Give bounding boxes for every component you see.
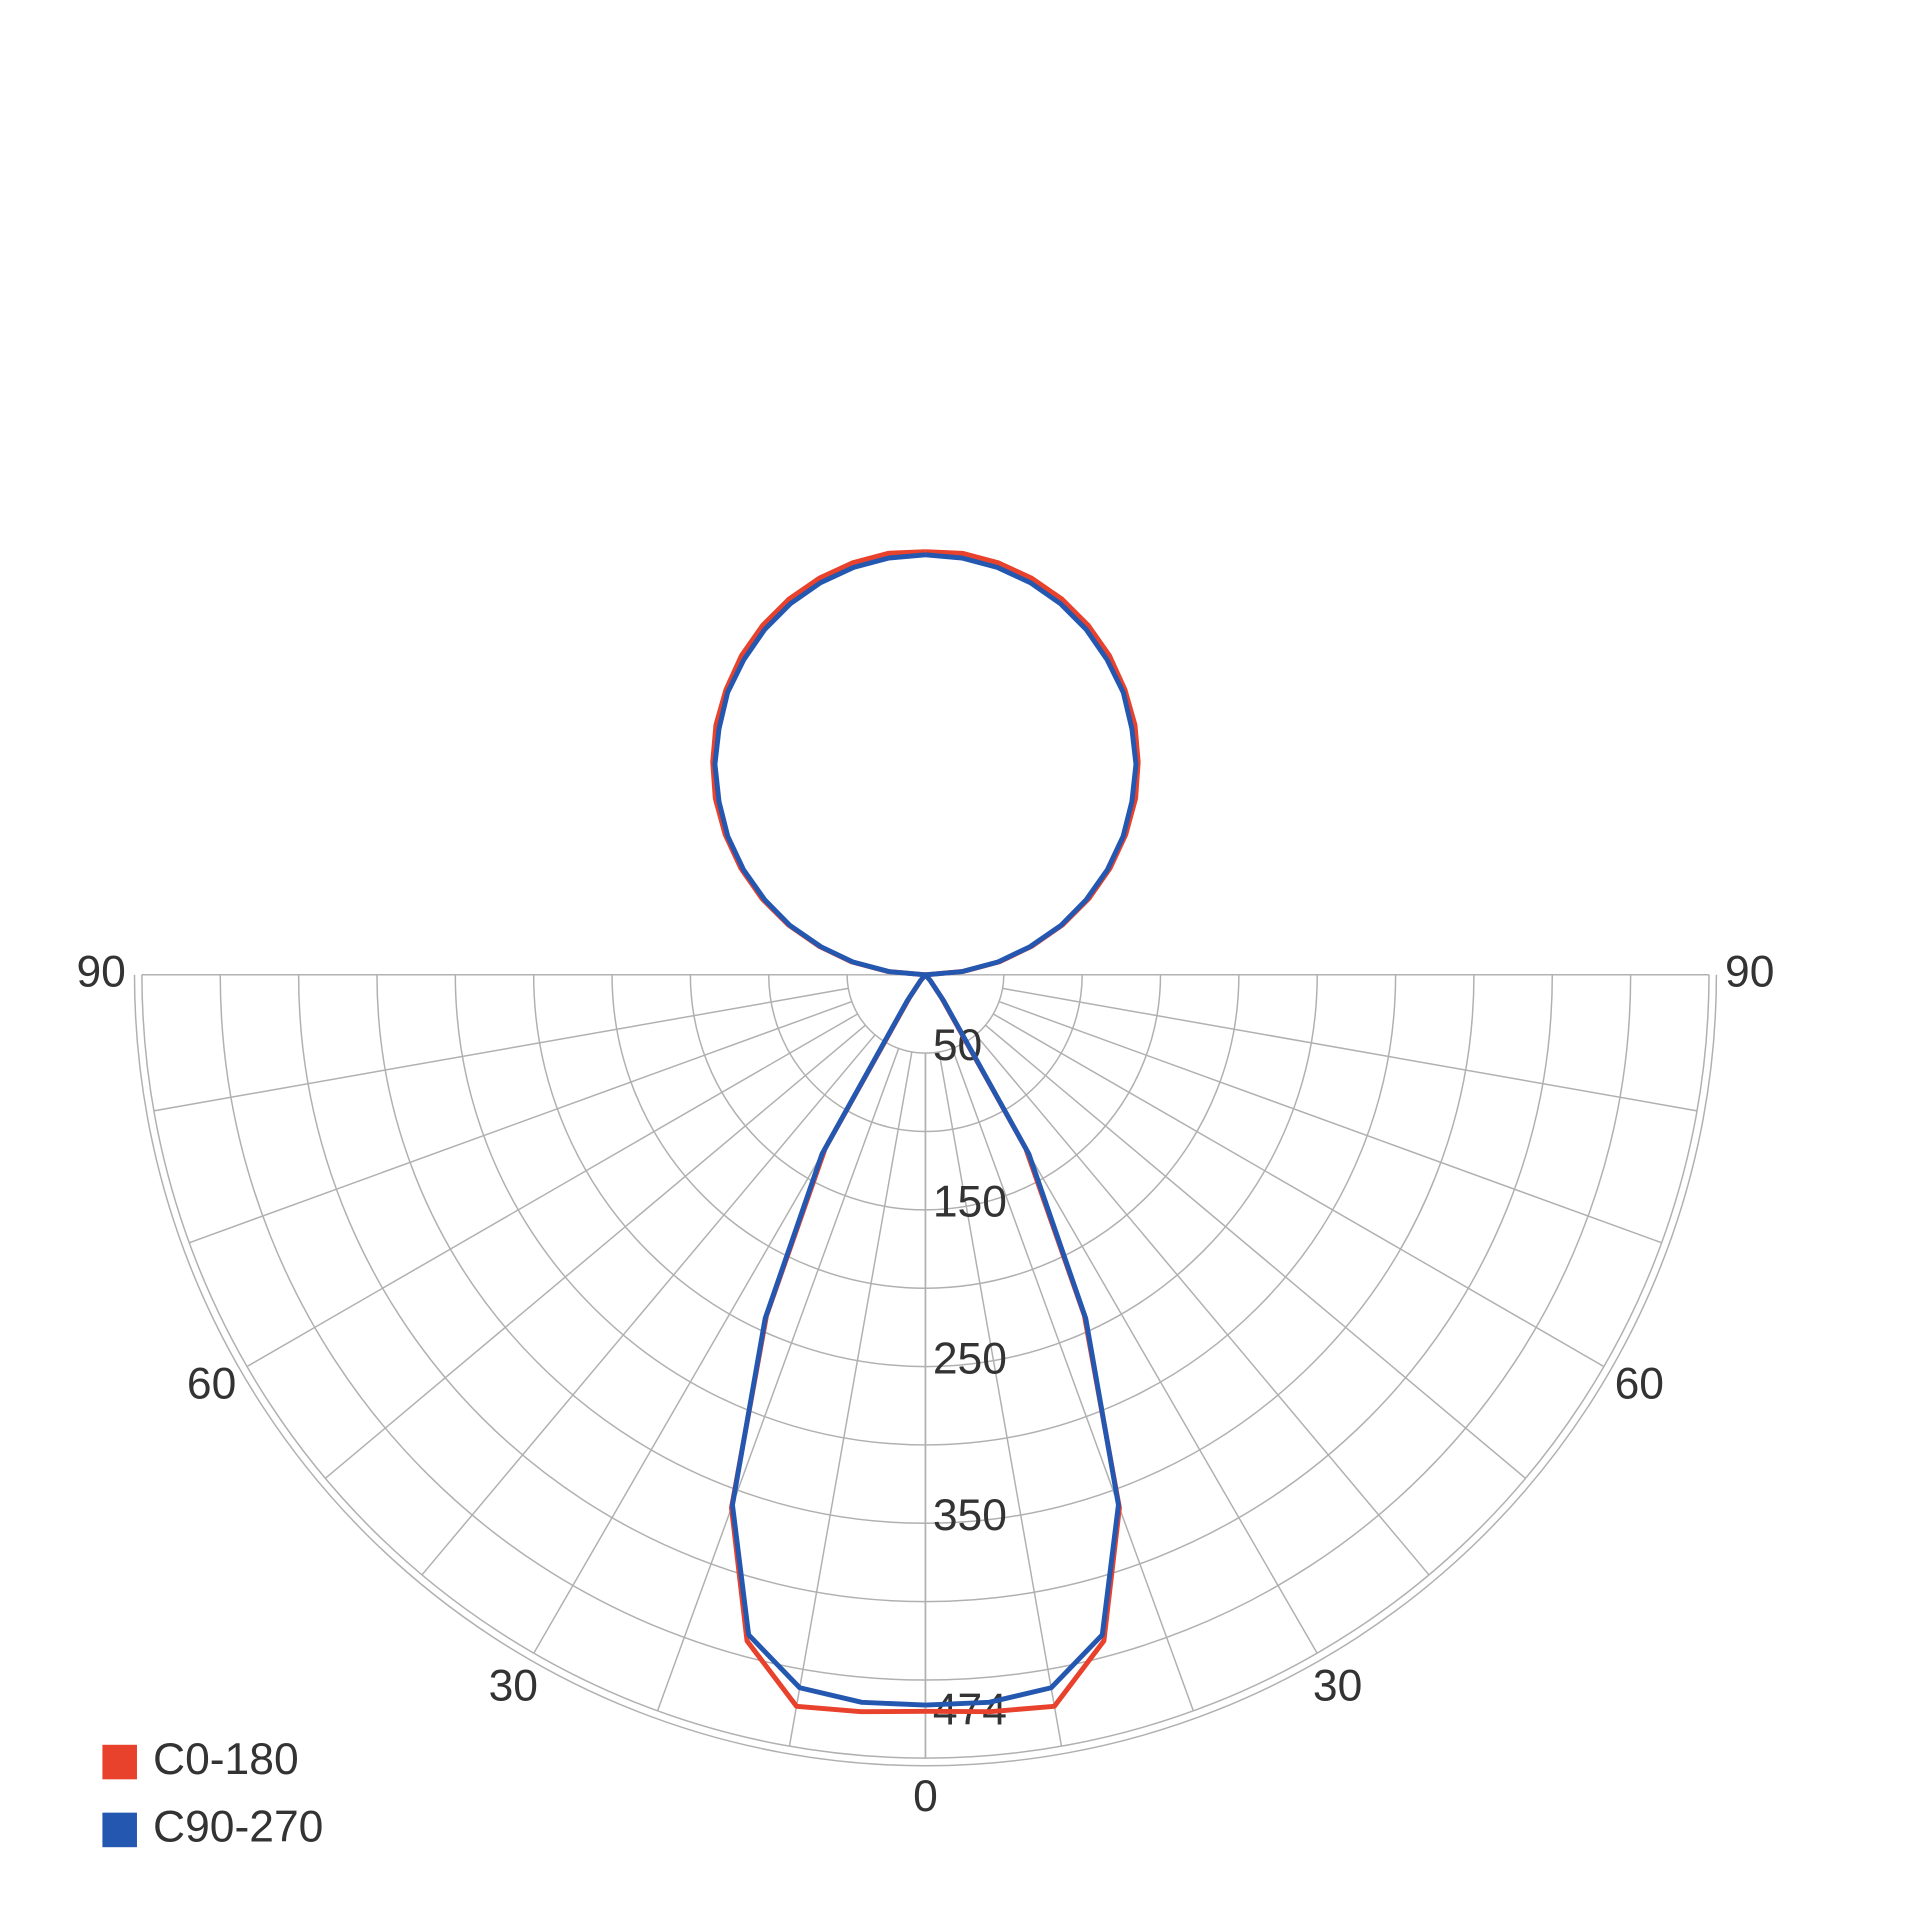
grid-spoke — [188, 1000, 853, 1244]
radial-tick-label: 150 — [933, 1178, 1007, 1227]
grid-spoke — [421, 1034, 876, 1576]
radial-tick-label: 350 — [933, 1491, 1007, 1540]
radial-tick-label: 250 — [933, 1334, 1007, 1383]
series-line — [712, 552, 928, 1708]
series-line — [922, 552, 1139, 1708]
grid-spoke — [951, 1048, 1195, 1712]
angle-tick-label: 60 — [187, 1360, 236, 1409]
grid-spoke — [1002, 987, 1698, 1112]
grid-spoke — [992, 1013, 1605, 1368]
grid-spoke — [975, 1034, 1430, 1576]
grid-spoke — [656, 1048, 900, 1712]
angle-tick-label: 90 — [1725, 948, 1774, 997]
angle-tick-label: 90 — [76, 948, 125, 997]
angle-tick-label: 30 — [1313, 1661, 1362, 1710]
angle-tick-label: 60 — [1615, 1360, 1664, 1409]
grid-spoke — [246, 1013, 858, 1368]
grid-spoke — [153, 987, 849, 1112]
grid-spoke — [998, 1000, 1662, 1244]
grid-spoke — [938, 1051, 1063, 1747]
legend-label: C0-180 — [153, 1735, 299, 1784]
angle-tick-label: 30 — [489, 1661, 538, 1710]
grid-spoke — [788, 1051, 913, 1747]
legend-swatch — [102, 1744, 137, 1780]
legend-label: C90-270 — [153, 1803, 323, 1852]
outer-rim — [133, 974, 1718, 1767]
grid-spoke — [324, 1024, 866, 1480]
legend-swatch — [102, 1812, 137, 1848]
angle-tick-label: 0 — [913, 1772, 938, 1821]
grid-spoke — [984, 1024, 1527, 1480]
series-line — [710, 549, 928, 1715]
